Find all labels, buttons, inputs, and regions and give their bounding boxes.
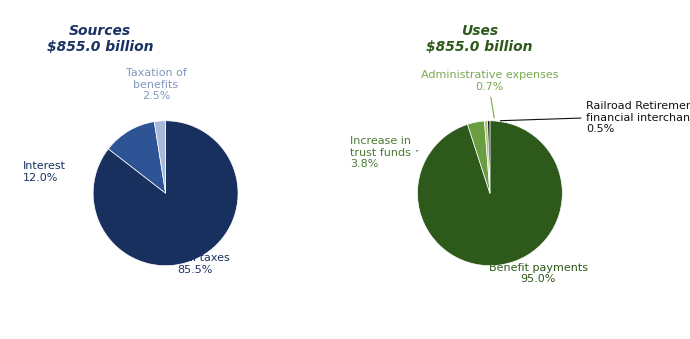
Text: Sources
$855.0 billion: Sources $855.0 billion [47,24,153,54]
Wedge shape [93,121,238,266]
Text: Railroad Retirement
financial interchange
0.5%: Railroad Retirement financial interchang… [500,101,690,135]
Wedge shape [155,121,166,193]
Text: Uses
$855.0 billion: Uses $855.0 billion [426,24,533,54]
Text: Interest
12.0%: Interest 12.0% [23,161,66,183]
Text: Increase in
trust funds
3.8%: Increase in trust funds 3.8% [350,136,417,169]
Wedge shape [484,121,490,193]
Wedge shape [417,121,562,266]
Text: Payroll taxes
85.5%: Payroll taxes 85.5% [159,253,230,275]
Wedge shape [488,121,490,193]
Text: Taxation of
benefits
2.5%: Taxation of benefits 2.5% [126,68,186,101]
Text: Administrative expenses
0.7%: Administrative expenses 0.7% [421,70,559,118]
Wedge shape [468,121,490,193]
Wedge shape [108,122,166,193]
Text: Benefit payments
95.0%: Benefit payments 95.0% [489,263,588,284]
